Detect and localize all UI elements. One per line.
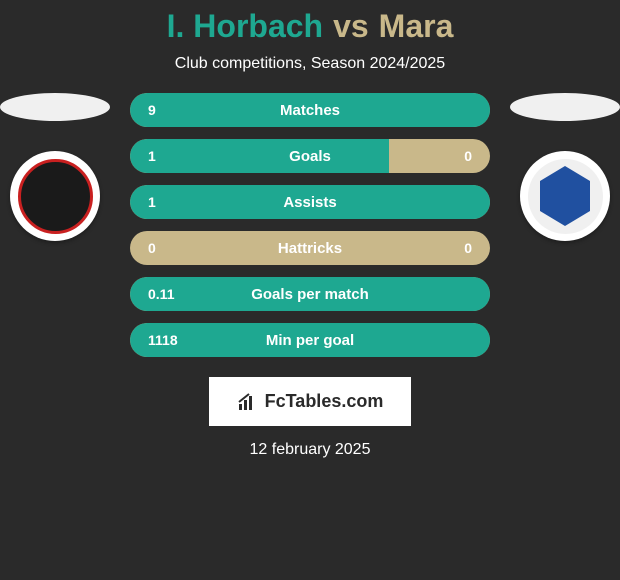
stat-bar-goals-per-match: 0.11 Goals per match (130, 277, 490, 311)
page-title: I. Horbach vs Mara (167, 8, 454, 45)
club-badge-left (10, 151, 100, 241)
stat-label: Matches (280, 102, 340, 119)
stat-bar-assists: 1 Assists (130, 185, 490, 219)
chart-icon (237, 392, 257, 412)
player1-oval (0, 93, 110, 121)
club-badge-right (520, 151, 610, 241)
stat-value-player1: 1 (148, 194, 156, 210)
bar-fill-player1 (130, 139, 389, 173)
footer-brand-text: FcTables.com (265, 391, 384, 412)
stat-label: Min per goal (266, 332, 354, 349)
stat-label: Assists (283, 194, 336, 211)
footer-date: 12 february 2025 (250, 441, 371, 459)
footer-brand-badge: FcTables.com (209, 377, 412, 426)
stat-value-player1: 1 (148, 148, 156, 164)
stat-value-player1: 9 (148, 102, 156, 118)
stat-label: Hattricks (278, 240, 342, 257)
badge-right-inner (528, 159, 603, 234)
badge-left-inner (18, 159, 93, 234)
stat-bar-matches: 9 Matches (130, 93, 490, 127)
stat-value-player2: 0 (464, 148, 472, 164)
stat-label: Goals (289, 148, 331, 165)
stat-label: Goals per match (251, 286, 369, 303)
subtitle: Club competitions, Season 2024/2025 (175, 55, 445, 73)
right-badge-column (510, 93, 620, 241)
stat-value-player1: 0 (148, 240, 156, 256)
player1-name: I. Horbach (167, 8, 323, 45)
stat-value-player2: 0 (464, 240, 472, 256)
stat-bar-hattricks: 0 Hattricks 0 (130, 231, 490, 265)
player2-name: Mara (379, 8, 454, 45)
stat-bar-goals: 1 Goals 0 (130, 139, 490, 173)
vs-text: vs (333, 8, 369, 45)
main-container: I. Horbach vs Mara Club competitions, Se… (0, 0, 620, 580)
left-badge-column (0, 93, 110, 241)
main-content: 9 Matches 1 Goals 0 1 Assists 0 (0, 93, 620, 357)
stat-value-player1: 1118 (148, 332, 178, 348)
stats-bars-section: 9 Matches 1 Goals 0 1 Assists 0 (130, 93, 490, 357)
player2-oval (510, 93, 620, 121)
stat-bar-min-per-goal: 1118 Min per goal (130, 323, 490, 357)
stat-value-player1: 0.11 (148, 286, 174, 302)
